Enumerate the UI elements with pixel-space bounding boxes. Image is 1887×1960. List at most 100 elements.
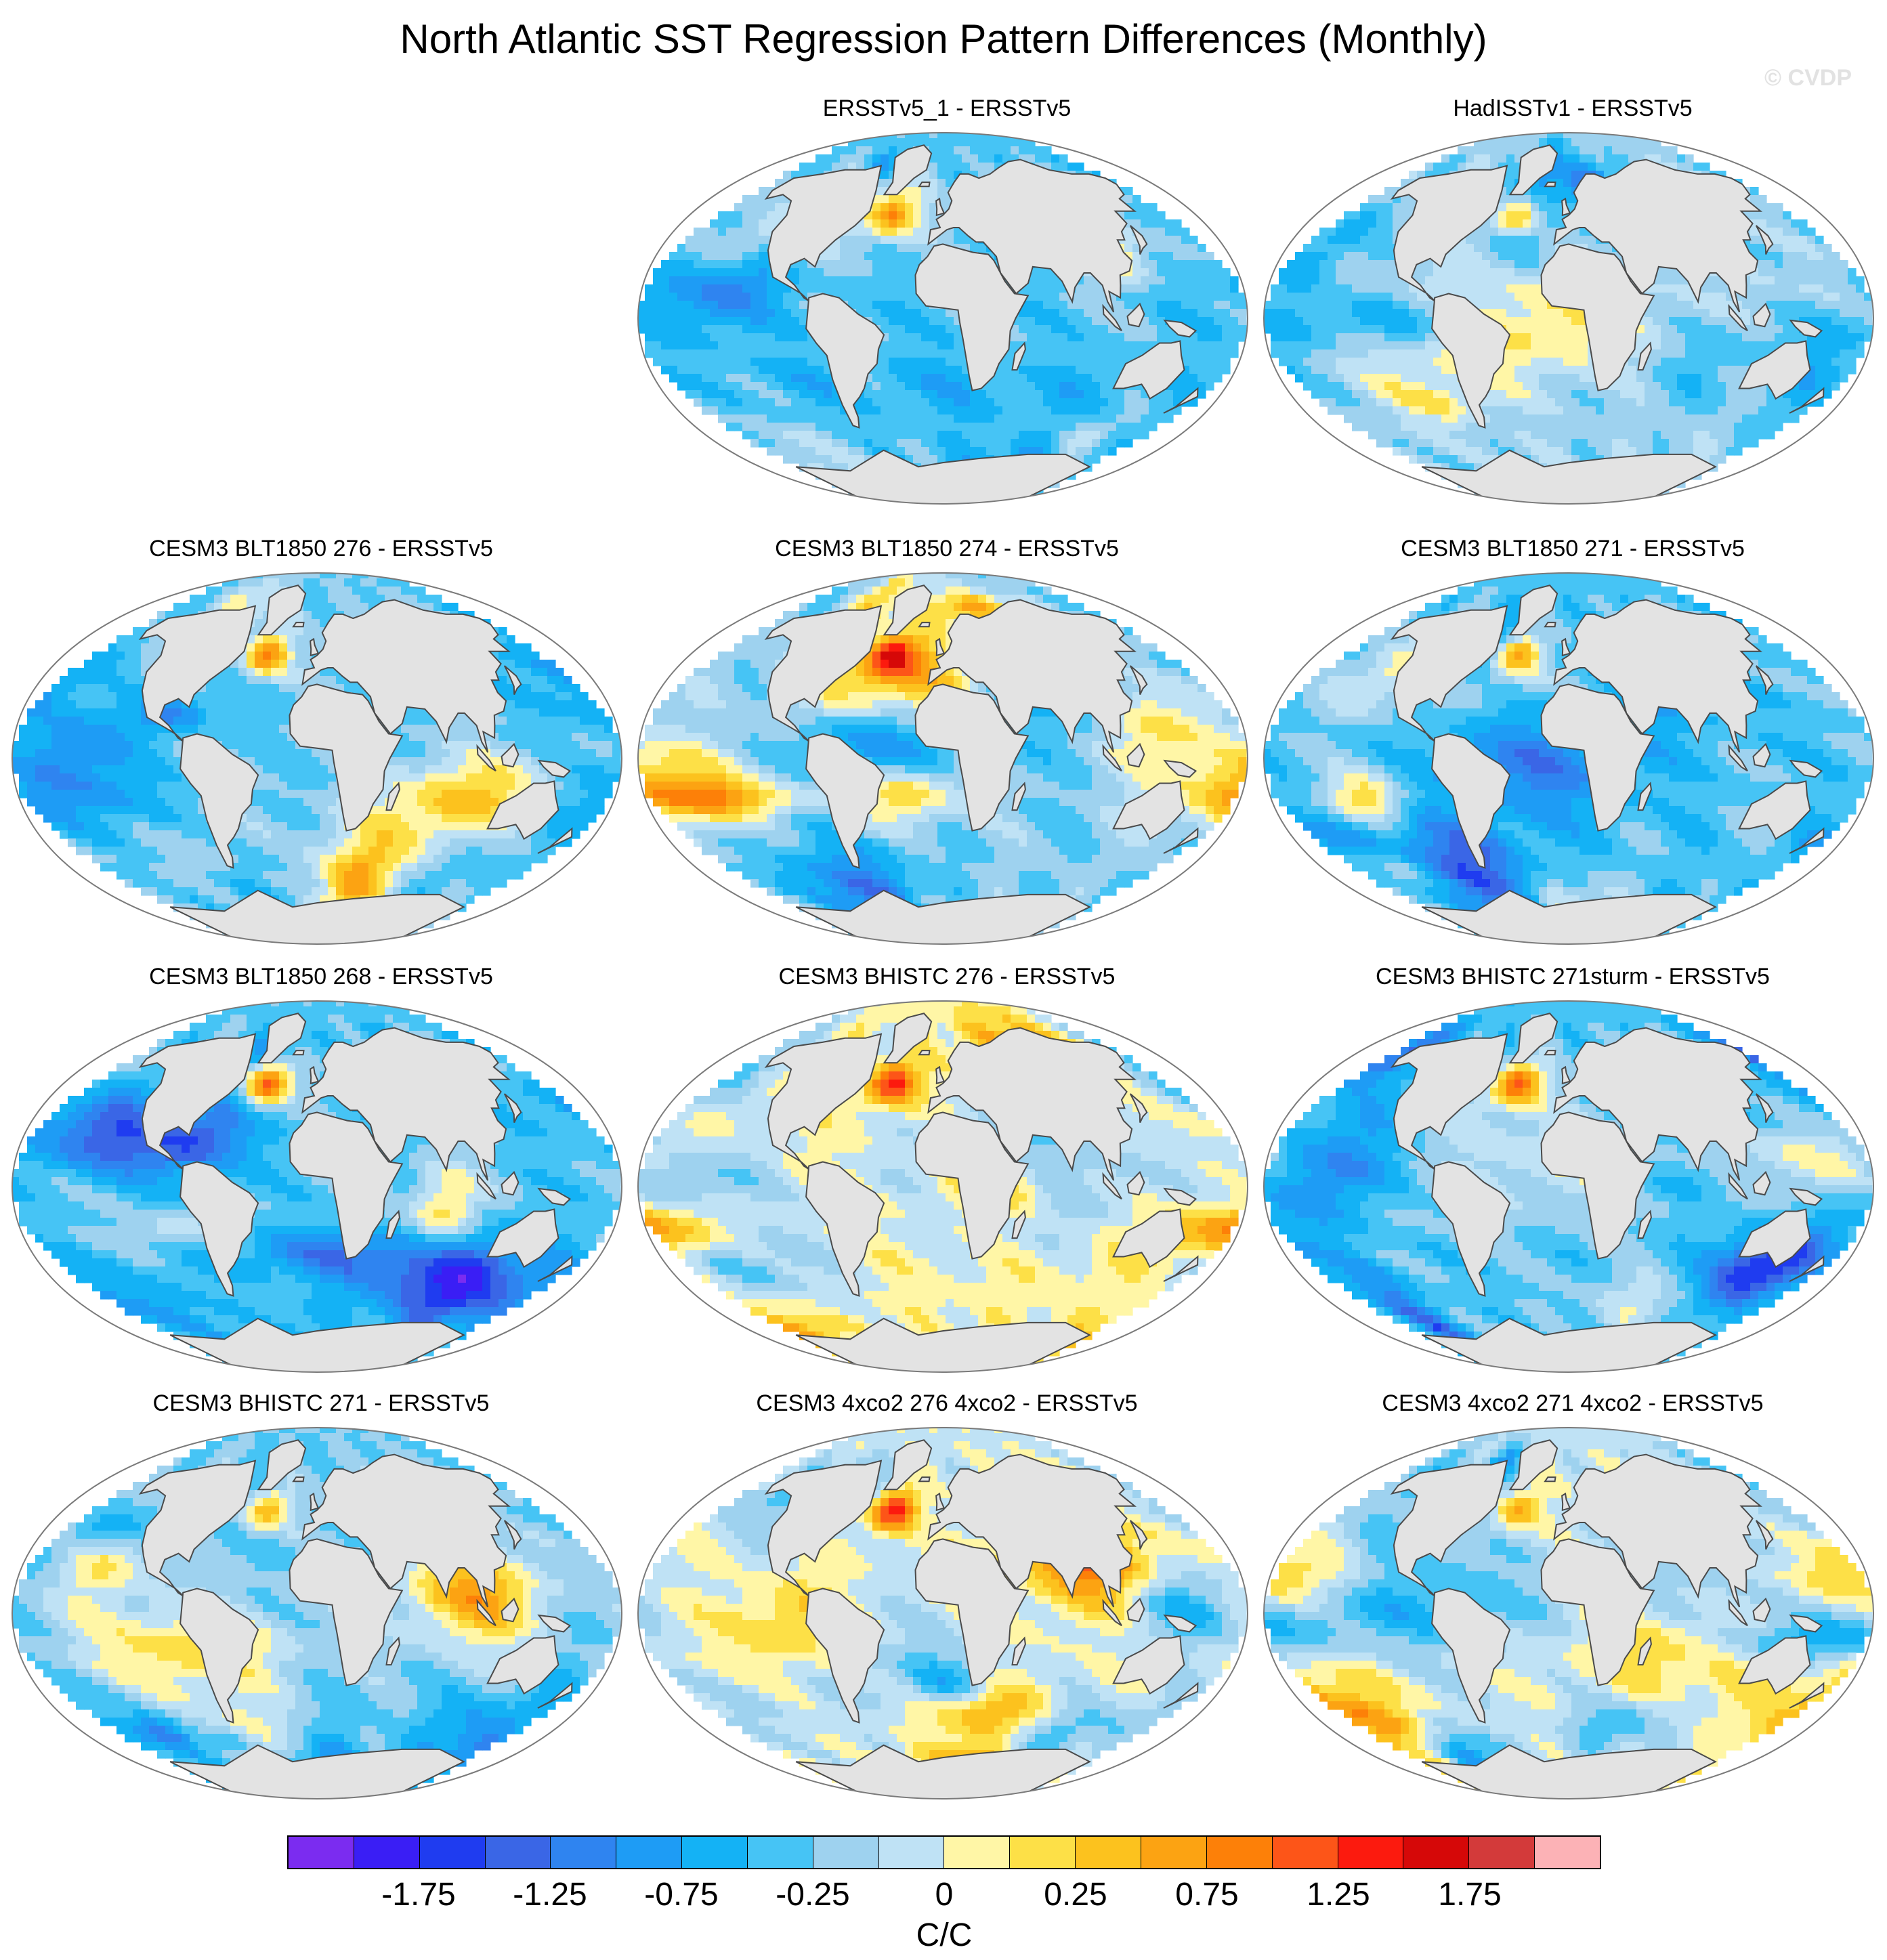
continent-borneo bbox=[1752, 1170, 1771, 1196]
panel-title: CESM3 BHISTC 276 - ERSSTv5 bbox=[637, 963, 1257, 990]
continent-africa bbox=[289, 1111, 404, 1260]
continent-eurasia bbox=[1553, 1027, 1763, 1181]
continent-south-america bbox=[1431, 293, 1511, 429]
map-border bbox=[1263, 132, 1874, 505]
continent-north-america bbox=[1390, 1460, 1508, 1598]
continent-greenland bbox=[883, 584, 933, 636]
continent-australia bbox=[486, 780, 559, 840]
colorbar-box bbox=[485, 1837, 551, 1868]
colorbar-tick-label: -1.75 bbox=[381, 1876, 455, 1914]
continent-madagascar bbox=[1637, 1210, 1652, 1239]
panel-title: ERSSTv5_1 - ERSSTv5 bbox=[637, 95, 1257, 122]
continent-uk bbox=[310, 637, 320, 657]
continent-madagascar bbox=[1011, 341, 1026, 371]
continent-australia bbox=[486, 1635, 559, 1695]
continent-japan bbox=[503, 1093, 522, 1124]
colorbar-tick-label: 0.25 bbox=[1044, 1876, 1107, 1914]
colorbar-box bbox=[616, 1837, 683, 1868]
map-panel-p7: CESM3 BHISTC 276 - ERSSTv5 bbox=[637, 963, 1257, 1417]
world-map-p6 bbox=[12, 1000, 622, 1373]
continent-uk bbox=[310, 1065, 320, 1085]
continent-antarctica bbox=[795, 449, 1092, 504]
continent-south-america bbox=[179, 733, 259, 869]
land-mask bbox=[764, 584, 1199, 944]
world-map-p4 bbox=[637, 572, 1248, 945]
colorbar-box bbox=[1010, 1837, 1076, 1868]
continent-new-zealand bbox=[1163, 387, 1199, 414]
map-border bbox=[1263, 1427, 1874, 1799]
continent-antarctica bbox=[1421, 1744, 1718, 1799]
continent-greenland bbox=[257, 1013, 307, 1064]
cvdp-watermark: © CVDP bbox=[1764, 65, 1852, 91]
colorbar-box bbox=[813, 1837, 879, 1868]
continent-south-america bbox=[1431, 733, 1511, 869]
continent-africa bbox=[1540, 1538, 1655, 1686]
land-mask bbox=[138, 1013, 573, 1372]
continent-iceland bbox=[292, 622, 305, 628]
continent-sumatra bbox=[1102, 744, 1122, 772]
world-map-p5 bbox=[1263, 572, 1874, 945]
continent-south-america bbox=[179, 1161, 259, 1297]
continent-greenland bbox=[257, 584, 307, 636]
continent-new-guinea bbox=[1789, 759, 1823, 778]
world-map-p10 bbox=[637, 1427, 1248, 1799]
continent-eurasia bbox=[927, 1453, 1137, 1608]
continent-madagascar bbox=[385, 1210, 400, 1239]
panel-title: CESM3 BLT1850 276 - ERSSTv5 bbox=[11, 535, 631, 562]
continent-antarctica bbox=[169, 1744, 466, 1799]
sst-field bbox=[12, 1428, 621, 1799]
continent-new-guinea bbox=[1163, 1614, 1197, 1633]
colorbar-box bbox=[682, 1837, 748, 1868]
continent-borneo bbox=[1126, 742, 1145, 768]
continent-south-america bbox=[1431, 1161, 1511, 1297]
map-border bbox=[12, 1000, 622, 1373]
continent-sumatra bbox=[1728, 1172, 1748, 1200]
continent-south-america bbox=[805, 733, 885, 869]
continent-australia bbox=[1112, 780, 1185, 840]
continent-sumatra bbox=[1728, 303, 1748, 332]
land-mask bbox=[1390, 144, 1825, 504]
continent-madagascar bbox=[1011, 1636, 1026, 1666]
continent-iceland bbox=[292, 1476, 305, 1483]
continent-new-guinea bbox=[1789, 1187, 1823, 1206]
continent-iceland bbox=[292, 1050, 305, 1056]
continent-africa bbox=[1540, 243, 1655, 391]
continent-africa bbox=[1540, 683, 1655, 832]
continent-sumatra bbox=[1728, 1598, 1748, 1627]
continent-borneo bbox=[1126, 302, 1145, 328]
map-panel-p3: CESM3 BLT1850 276 - ERSSTv5 bbox=[11, 535, 631, 989]
continent-north-america bbox=[138, 1033, 257, 1171]
colorbar-box bbox=[354, 1837, 420, 1868]
continent-greenland bbox=[883, 1439, 933, 1491]
continent-eurasia bbox=[301, 599, 511, 753]
map-panel-p6: CESM3 BLT1850 268 - ERSSTv5 bbox=[11, 963, 631, 1417]
continent-south-america bbox=[805, 293, 885, 429]
panel-title: CESM3 BLT1850 268 - ERSSTv5 bbox=[11, 963, 631, 990]
continent-greenland bbox=[1508, 1013, 1559, 1064]
continent-japan bbox=[1755, 665, 1774, 696]
colorbar-tick-label: 1.25 bbox=[1307, 1876, 1370, 1914]
panel-title: CESM3 BLT1850 274 - ERSSTv5 bbox=[637, 535, 1257, 562]
continent-eurasia bbox=[927, 158, 1137, 313]
continent-africa bbox=[1540, 1111, 1655, 1260]
continent-new-zealand bbox=[537, 1682, 573, 1709]
panel-title: CESM3 4xco2 271 4xco2 - ERSSTv5 bbox=[1263, 1390, 1883, 1417]
colorbar: C/C -1.75 -1.25 -0.75 -0.25 0 0.25 0.75 1.25 1.7… bbox=[287, 1835, 1601, 1957]
continent-north-america bbox=[1390, 605, 1508, 743]
continent-japan bbox=[1129, 1093, 1148, 1124]
continent-antarctica bbox=[795, 1744, 1092, 1799]
colorbar-tick-label: -0.25 bbox=[776, 1876, 849, 1914]
continent-eurasia bbox=[301, 1453, 511, 1608]
colorbar-box bbox=[1338, 1837, 1404, 1868]
continent-madagascar bbox=[1637, 341, 1652, 371]
continent-north-america bbox=[138, 1460, 257, 1598]
map-border bbox=[12, 572, 622, 945]
panel-title: CESM3 BHISTC 271 - ERSSTv5 bbox=[11, 1390, 631, 1417]
land-mask bbox=[138, 584, 573, 944]
continent-north-america bbox=[1390, 165, 1508, 303]
continent-madagascar bbox=[1637, 1636, 1652, 1666]
map-border bbox=[1263, 572, 1874, 945]
land-mask bbox=[1390, 584, 1825, 944]
continent-iceland bbox=[918, 622, 931, 628]
continent-japan bbox=[1129, 225, 1148, 255]
